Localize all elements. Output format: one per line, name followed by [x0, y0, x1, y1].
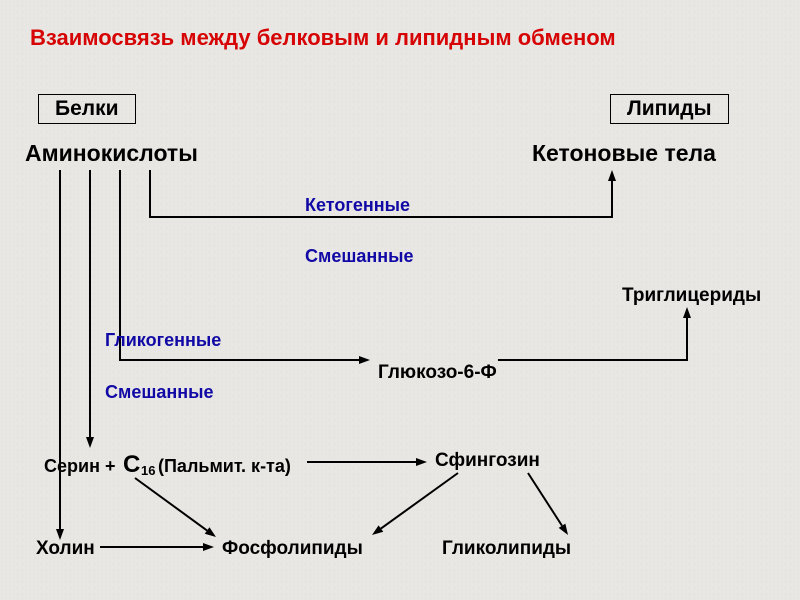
lipids-box: Липиды — [610, 94, 729, 124]
ketogenic-label: Кетогенные — [305, 195, 410, 216]
serin-suffix: (Пальмит. к-та) — [158, 456, 291, 477]
serin-c: С — [123, 451, 140, 479]
cholin-label: Холин — [36, 538, 95, 560]
mixed1-label: Смешанные — [305, 246, 413, 267]
trigly-label: Триглицериды — [622, 285, 761, 307]
glycogenic-label: Гликогенные — [105, 330, 221, 351]
phospho-label: Фосфолипиды — [222, 538, 363, 560]
serin-sub: 16 — [141, 463, 155, 478]
serin-prefix: Серин + — [44, 456, 115, 477]
sphingo-label: Сфингозин — [435, 450, 540, 472]
proteins-box: Белки — [38, 94, 136, 124]
diagram-title: Взаимосвязь между белковым и липидным об… — [30, 25, 616, 51]
keto-bodies-label: Кетоновые тела — [532, 140, 716, 167]
amino-label: Аминокислоты — [25, 140, 198, 167]
mixed2-label: Смешанные — [105, 382, 213, 403]
gluc6p-label: Глюкозо-6-Ф — [378, 362, 497, 384]
glyco-label: Гликолипиды — [442, 538, 571, 560]
